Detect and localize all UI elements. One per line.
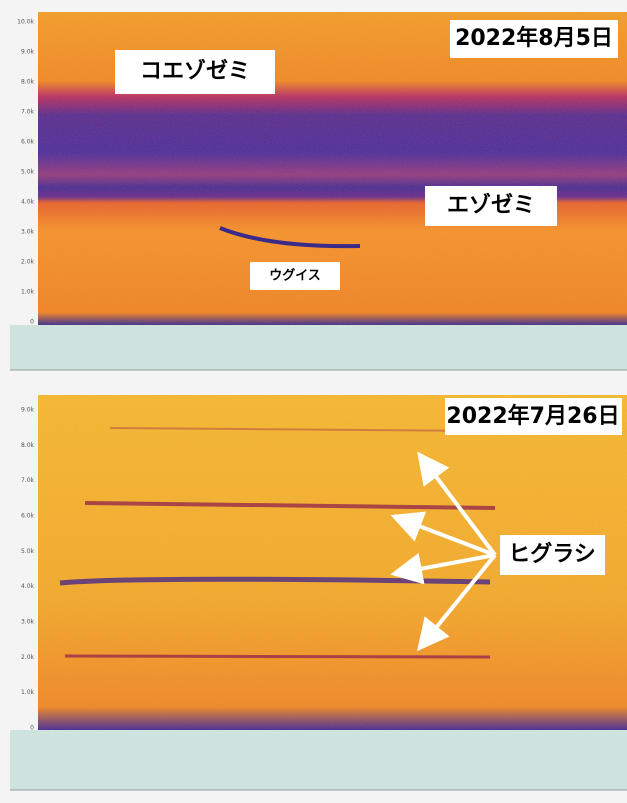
screenshot: 10.0k 9.0k 8.0k 7.0k 6.0k 5.0k 4.0k 3.0k 2.0k 1.0…: [0, 0, 627, 803]
y-tick-label: 0: [30, 725, 34, 732]
y-tick-label: 2.0k: [21, 654, 35, 661]
y-tick-label: 8.0k: [21, 79, 35, 86]
y-tick-label: 7.0k: [21, 109, 35, 116]
y-tick-label: 6.0k: [21, 139, 35, 146]
y-tick-label: 4.0k: [21, 583, 35, 590]
y-tick-label: 9.0k: [21, 49, 35, 56]
y-tick-label: 4.0k: [21, 199, 35, 206]
species-label: コエゾゼミ: [140, 58, 250, 84]
date: 2022年8月5日: [455, 25, 613, 51]
track-strip: [10, 730, 627, 790]
y-tick-label: 1.0k: [21, 689, 35, 696]
y-tick-label: 3.0k: [21, 229, 35, 236]
species-label: エゾゼミ: [447, 192, 535, 218]
date: 2022年7月26日: [446, 403, 619, 429]
y-tick-label: 7.0k: [21, 477, 35, 484]
y-tick-label: 1.0k: [21, 289, 35, 296]
track-strip: [10, 325, 627, 370]
y-tick-label: 5.0k: [21, 169, 35, 176]
y-tick-label: 0: [30, 319, 34, 326]
y-tick-label: 10.0k: [17, 19, 34, 26]
species-label: ウグイス: [269, 268, 321, 284]
species-label: ヒグラシ: [508, 541, 596, 567]
y-tick-label: 9.0k: [21, 407, 35, 414]
y-tick-label: 6.0k: [21, 513, 35, 520]
y-tick-label: 3.0k: [21, 619, 35, 626]
y-tick-label: 2.0k: [21, 259, 35, 266]
y-tick-label: 5.0k: [21, 548, 35, 555]
y-tick-label: 8.0k: [21, 442, 35, 449]
